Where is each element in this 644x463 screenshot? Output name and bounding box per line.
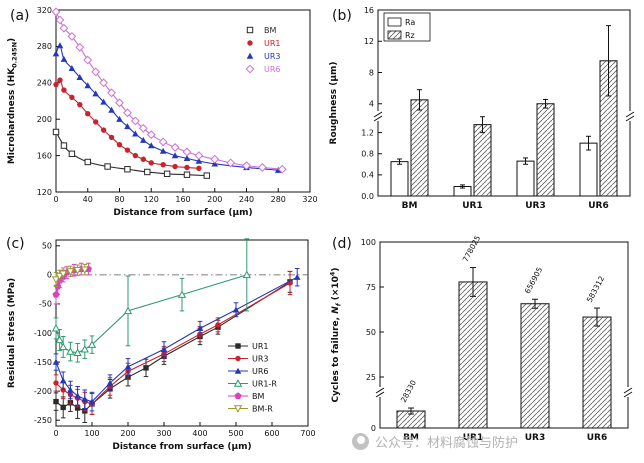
svg-text:4: 4 bbox=[369, 100, 374, 109]
svg-text:25: 25 bbox=[366, 373, 376, 382]
svg-text:Rz: Rz bbox=[405, 31, 415, 40]
svg-text:75: 75 bbox=[366, 283, 376, 292]
svg-text:240: 240 bbox=[37, 79, 52, 88]
svg-text:120: 120 bbox=[144, 195, 159, 204]
svg-text:UR1-R: UR1-R bbox=[252, 380, 277, 389]
svg-text:200: 200 bbox=[207, 195, 222, 204]
svg-text:UR6: UR6 bbox=[588, 201, 609, 211]
panel-d-fatigue-life: BM 28330 UR1 778025 UR3 656905 UR6 583312 0 25 50 7… bbox=[322, 228, 644, 463]
svg-text:12: 12 bbox=[364, 37, 374, 46]
svg-text:320: 320 bbox=[37, 6, 52, 15]
svg-text:160: 160 bbox=[37, 151, 52, 160]
svg-text:50: 50 bbox=[42, 242, 52, 251]
panel-b-label: (b) bbox=[332, 8, 352, 24]
svg-text:160: 160 bbox=[175, 195, 190, 204]
svg-text:583312: 583312 bbox=[585, 274, 606, 304]
svg-text:1.2: 1.2 bbox=[361, 128, 374, 137]
svg-text:100: 100 bbox=[84, 429, 99, 438]
svg-text:-50: -50 bbox=[39, 300, 52, 309]
panel-d-label: (d) bbox=[332, 236, 352, 252]
svg-text:0: 0 bbox=[371, 424, 376, 433]
svg-text:UR6: UR6 bbox=[264, 65, 281, 74]
svg-text:0.4: 0.4 bbox=[361, 171, 374, 180]
svg-text:UR6: UR6 bbox=[252, 367, 269, 376]
panel-d-chart: BM 28330 UR1 778025 UR3 656905 UR6 583312 0 25 50 7… bbox=[329, 234, 633, 443]
svg-text:-250: -250 bbox=[34, 416, 52, 425]
svg-text:BM: BM bbox=[264, 26, 276, 35]
svg-text:500: 500 bbox=[228, 429, 243, 438]
svg-text:Microhardness (HK0.245N): Microhardness (HK0.245N) bbox=[7, 38, 19, 164]
svg-text:240: 240 bbox=[239, 195, 254, 204]
svg-text:UR1: UR1 bbox=[264, 39, 281, 48]
svg-text:UR1: UR1 bbox=[252, 342, 269, 351]
svg-text:-150: -150 bbox=[34, 358, 52, 367]
svg-text:Distance from surface (μm): Distance from surface (μm) bbox=[112, 442, 251, 452]
svg-text:-200: -200 bbox=[34, 387, 52, 396]
watermark-text: 公众号：材料腐蚀与防护 bbox=[375, 436, 519, 451]
svg-text:200: 200 bbox=[37, 115, 52, 124]
svg-text:Residual stress (MPa): Residual stress (MPa) bbox=[7, 278, 17, 388]
panel-b-roughness: BM UR1 UR3 UR6 0.0 0.4 0.8 1.2 4 8 12 16 Roughness (… bbox=[322, 0, 644, 228]
watermark: 公众号：材料腐蚀与防护 bbox=[352, 432, 518, 451]
svg-text:300: 300 bbox=[156, 429, 171, 438]
svg-text:UR3: UR3 bbox=[252, 355, 269, 364]
svg-text:120: 120 bbox=[37, 188, 52, 197]
svg-text:50: 50 bbox=[366, 328, 376, 337]
panel-a-label: (a) bbox=[10, 8, 30, 24]
svg-text:40: 40 bbox=[83, 195, 93, 204]
svg-text:BM: BM bbox=[403, 433, 419, 443]
svg-text:80: 80 bbox=[114, 195, 124, 204]
svg-text:Cycles to failure, Nf (×104): Cycles to failure, Nf (×104) bbox=[329, 267, 343, 402]
svg-text:16: 16 bbox=[364, 6, 374, 15]
svg-text:600: 600 bbox=[264, 429, 279, 438]
svg-text:UR3: UR3 bbox=[525, 433, 546, 443]
svg-text:0: 0 bbox=[47, 271, 52, 280]
svg-text:280: 280 bbox=[271, 195, 286, 204]
svg-text:0.8: 0.8 bbox=[361, 150, 374, 159]
svg-text:700: 700 bbox=[300, 429, 315, 438]
svg-text:28330: 28330 bbox=[399, 378, 418, 403]
panel-b-chart: BM UR1 UR3 UR6 0.0 0.4 0.8 1.2 4 8 12 16 Roughness (… bbox=[329, 6, 635, 211]
svg-text:400: 400 bbox=[192, 429, 207, 438]
svg-text:BM: BM bbox=[252, 392, 264, 401]
svg-text:Distance from surface (μm): Distance from surface (μm) bbox=[113, 208, 252, 218]
svg-text:8: 8 bbox=[369, 68, 374, 77]
watermark-logo-icon bbox=[352, 433, 369, 450]
panel-a-chart: 0 40 80 120 160 200 240 280 320 120 160 200 240 280 32… bbox=[7, 6, 318, 218]
svg-text:UR6: UR6 bbox=[587, 433, 608, 443]
panel-c-chart: 0 100 200 300 400 500 600 700500-50-100-150-200… bbox=[7, 238, 316, 452]
svg-text:BM: BM bbox=[402, 201, 418, 211]
svg-text:Ra: Ra bbox=[405, 18, 415, 27]
svg-text:0: 0 bbox=[53, 195, 58, 204]
panel-a-microhardness: 0 40 80 120 160 200 240 280 320 120 160 200 240 280 32… bbox=[0, 0, 322, 228]
svg-text:100: 100 bbox=[361, 238, 376, 247]
svg-text:UR1: UR1 bbox=[463, 433, 484, 443]
svg-text:UR3: UR3 bbox=[264, 52, 281, 61]
svg-text:0: 0 bbox=[53, 429, 58, 438]
svg-text:Roughness (μm): Roughness (μm) bbox=[329, 62, 339, 145]
svg-text:320: 320 bbox=[302, 195, 317, 204]
panel-c-label: (c) bbox=[6, 236, 25, 252]
svg-text:UR1: UR1 bbox=[462, 201, 483, 211]
svg-text:UR3: UR3 bbox=[525, 201, 546, 211]
svg-text:-100: -100 bbox=[34, 329, 52, 338]
svg-text:280: 280 bbox=[37, 42, 52, 51]
svg-text:0.0: 0.0 bbox=[361, 192, 374, 201]
svg-text:200: 200 bbox=[120, 429, 135, 438]
svg-text:BM-R: BM-R bbox=[252, 405, 273, 414]
svg-text:778025: 778025 bbox=[461, 234, 482, 264]
panel-c-residual-stress: 0 100 200 300 400 500 600 700 50 0 -50 -100 -150 -200… bbox=[0, 228, 322, 463]
svg-text:656905: 656905 bbox=[523, 265, 544, 295]
